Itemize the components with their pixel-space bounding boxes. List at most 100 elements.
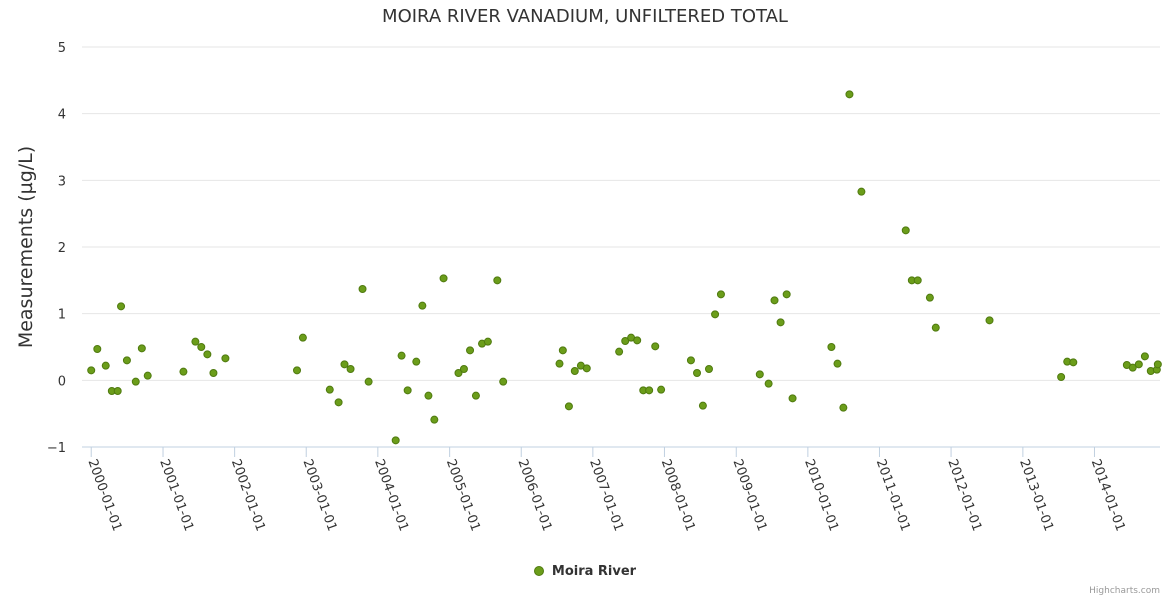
data-point[interactable] — [412, 357, 421, 366]
data-point[interactable] — [298, 333, 307, 342]
x-tick-label: 2014-01-01 — [1088, 457, 1128, 533]
data-point[interactable] — [203, 350, 212, 359]
legend[interactable]: Moira River — [0, 564, 1170, 579]
data-point[interactable] — [466, 346, 475, 355]
data-point[interactable] — [483, 337, 492, 346]
data-point[interactable] — [827, 343, 836, 351]
data-point[interactable] — [698, 401, 707, 410]
data-point[interactable] — [209, 369, 218, 377]
x-tick-label: 2012-01-01 — [944, 457, 984, 533]
data-point[interactable] — [439, 274, 448, 283]
gridlines — [82, 46, 1160, 448]
data-point[interactable] — [1128, 363, 1137, 372]
data-point[interactable] — [137, 344, 146, 353]
data-point[interactable] — [857, 187, 866, 196]
data-point[interactable] — [693, 369, 702, 377]
x-tick-label: 2005-01-01 — [443, 457, 483, 533]
data-point[interactable] — [499, 377, 508, 386]
data-point[interactable] — [716, 290, 725, 299]
x-tick-label: 2006-01-01 — [514, 457, 554, 533]
x-tick-label: 2000-01-01 — [84, 457, 124, 533]
data-point[interactable] — [1057, 373, 1066, 381]
legend-item-label[interactable]: Moira River — [551, 564, 637, 579]
data-point[interactable] — [704, 365, 713, 373]
data-point[interactable] — [776, 318, 785, 327]
x-tick-label: 2007-01-01 — [586, 457, 626, 533]
data-point[interactable] — [651, 342, 660, 351]
data-point[interactable] — [334, 398, 343, 407]
data-point[interactable] — [340, 360, 349, 369]
data-point[interactable] — [131, 377, 140, 386]
data-point[interactable] — [570, 367, 579, 375]
data-point[interactable] — [459, 365, 468, 373]
data-point[interactable] — [418, 301, 427, 310]
data-point[interactable] — [179, 367, 188, 376]
data-point[interactable] — [615, 347, 624, 356]
data-point[interactable] — [1134, 360, 1143, 369]
data-point[interactable] — [1069, 358, 1078, 367]
data-point[interactable] — [913, 276, 922, 285]
data-point[interactable] — [845, 90, 854, 99]
data-point[interactable] — [1153, 360, 1162, 369]
data-point[interactable] — [191, 337, 200, 346]
y-tick-label: 3 — [58, 174, 66, 189]
data-point[interactable] — [364, 377, 373, 386]
data-point[interactable] — [833, 359, 842, 368]
y-tick-label: 4 — [58, 108, 66, 123]
data-point[interactable] — [93, 345, 102, 353]
data-point[interactable] — [621, 337, 630, 345]
data-series-moira-river[interactable] — [87, 90, 1162, 445]
data-point[interactable] — [346, 365, 355, 373]
data-point[interactable] — [985, 316, 994, 325]
data-point[interactable] — [430, 415, 439, 424]
data-point[interactable] — [117, 302, 126, 311]
data-point[interactable] — [143, 371, 152, 380]
data-point[interactable] — [1140, 352, 1149, 361]
data-point[interactable] — [931, 323, 940, 332]
x-tick-label: 2003-01-01 — [299, 457, 339, 533]
data-point[interactable] — [582, 364, 591, 373]
x-tick-label: 2002-01-01 — [228, 457, 268, 533]
data-point[interactable] — [471, 391, 480, 400]
legend-marker-icon — [533, 565, 544, 576]
data-point[interactable] — [221, 354, 230, 363]
credits-link[interactable]: Highcharts.com — [1089, 586, 1160, 596]
data-point[interactable] — [901, 226, 910, 235]
x-tick-label: 2004-01-01 — [371, 457, 411, 533]
data-point[interactable] — [764, 379, 773, 388]
data-point[interactable] — [358, 285, 367, 293]
x-tick-label: 2008-01-01 — [658, 457, 698, 533]
data-point[interactable] — [925, 293, 934, 302]
data-point[interactable] — [87, 366, 96, 375]
data-point[interactable] — [770, 296, 779, 305]
data-point[interactable] — [645, 386, 654, 395]
y-tick-label: −1 — [47, 441, 66, 456]
data-point[interactable] — [391, 436, 400, 445]
data-point[interactable] — [633, 336, 642, 345]
data-point[interactable] — [325, 385, 334, 394]
data-point[interactable] — [122, 356, 131, 365]
data-point[interactable] — [113, 387, 122, 395]
data-point[interactable] — [493, 276, 502, 285]
data-point[interactable] — [555, 359, 564, 368]
data-point[interactable] — [711, 310, 720, 319]
data-point[interactable] — [564, 402, 573, 411]
data-point[interactable] — [101, 361, 110, 370]
data-point[interactable] — [397, 351, 406, 360]
data-point[interactable] — [197, 343, 206, 351]
data-point[interactable] — [454, 369, 463, 377]
data-point[interactable] — [839, 403, 848, 412]
chart-title: MOIRA RIVER VANADIUM, UNFILTERED TOTAL — [382, 6, 788, 27]
data-point[interactable] — [424, 391, 433, 400]
data-point[interactable] — [788, 394, 797, 403]
data-point[interactable] — [782, 290, 791, 299]
data-point[interactable] — [558, 346, 567, 355]
data-point[interactable] — [686, 356, 695, 365]
y-axis-label: Measurements (µg/L) — [15, 146, 37, 348]
data-point[interactable] — [293, 366, 302, 375]
data-point[interactable] — [755, 370, 764, 379]
data-point[interactable] — [403, 386, 412, 395]
y-tick-label: 0 — [58, 374, 66, 389]
data-point[interactable] — [657, 385, 666, 394]
